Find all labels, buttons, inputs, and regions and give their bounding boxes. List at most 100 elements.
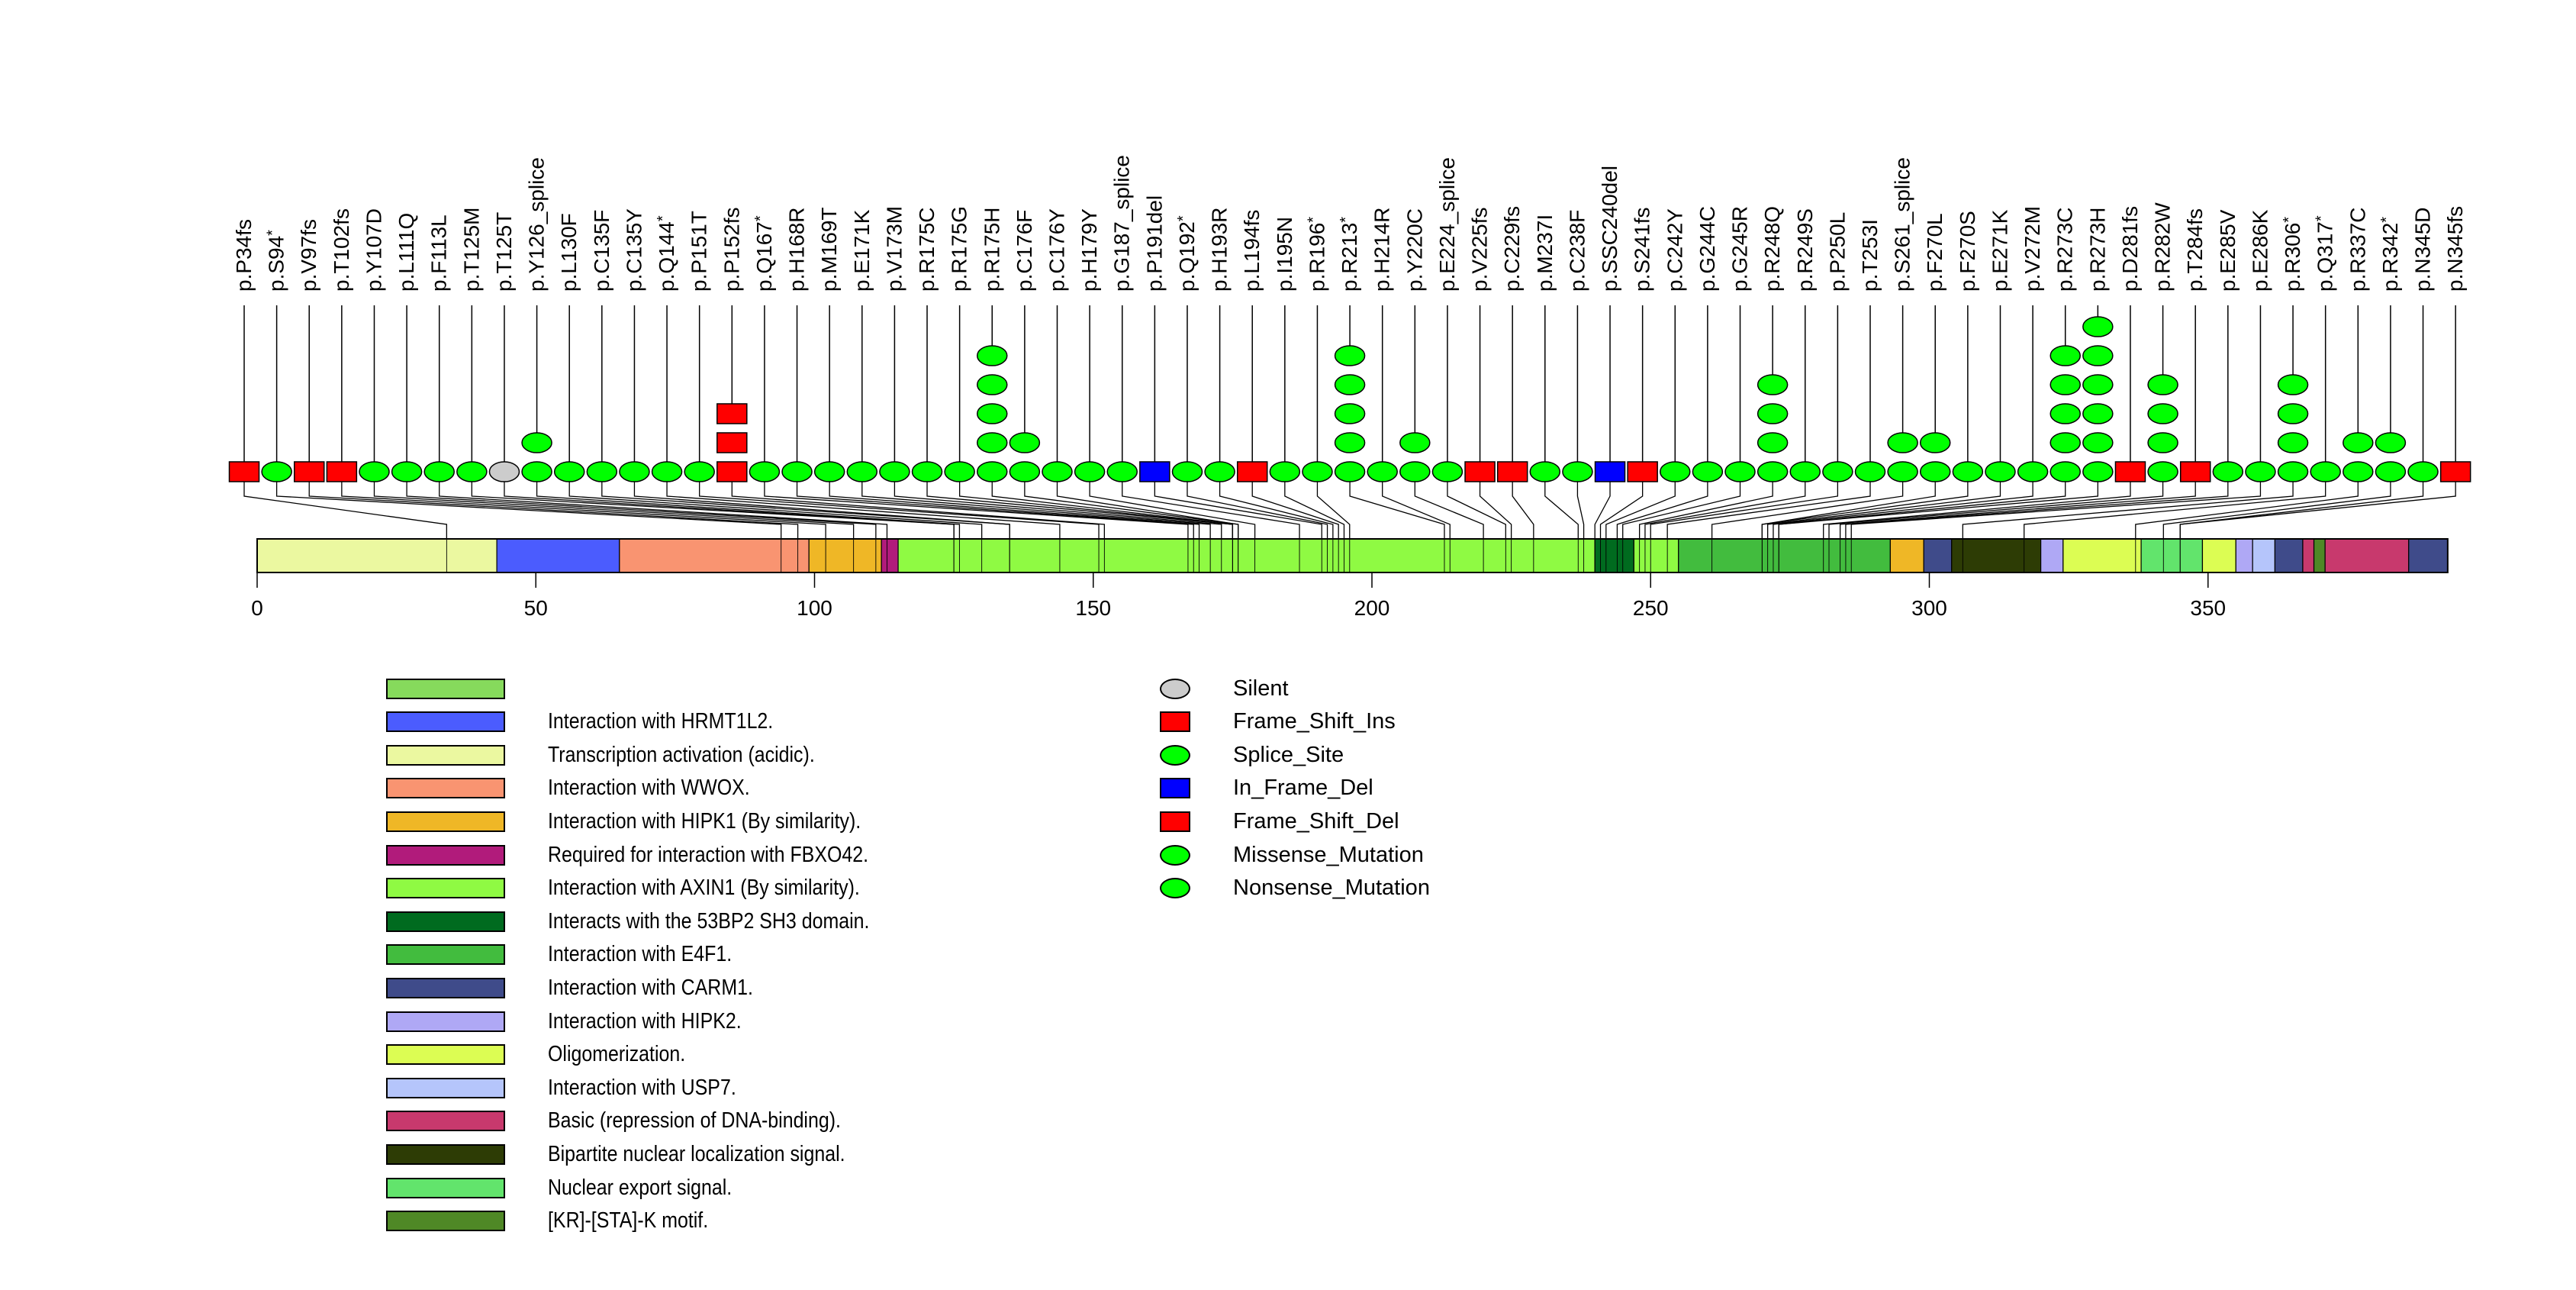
mutation-marker-circle [1074, 461, 1106, 482]
mutation-marker-circle [1757, 374, 1789, 395]
mutation-label: p.L194fs [1240, 210, 1264, 292]
mutation-marker-circle [1334, 432, 1366, 453]
mutation-markers [228, 316, 2471, 482]
mutation-marker-square [2439, 461, 2471, 482]
mutation-label: p.E286K [2248, 209, 2272, 292]
mutation-marker-circle [1887, 432, 1918, 453]
mutation-label: p.N345D [2411, 207, 2435, 292]
mutation-marker-circle [1334, 345, 1366, 366]
domain-segment [496, 538, 620, 573]
mutation-marker-circle [977, 403, 1008, 424]
square-marker-icon [1160, 778, 1190, 799]
mutation-label: p.P152fs [720, 207, 743, 292]
mutation-labels: p.P34fs p.S94* p.V97fs p.T102fs p.Y107D p.L11… [232, 155, 2467, 292]
circle-marker-icon [1160, 744, 1190, 766]
mutation-marker-circle [2050, 461, 2081, 482]
mutation-label: p.F270L [1923, 213, 1946, 292]
mutation-marker-square [293, 461, 325, 482]
axis-tick-label: 250 [1633, 596, 1669, 620]
mutation-marker-circle [1431, 461, 1463, 482]
mutation-marker-circle [1367, 461, 1398, 482]
mutation-marker-circle [553, 461, 585, 482]
axis-tick-label: 50 [524, 596, 548, 620]
mutation-legend-label: Frame_Shift_Del [1233, 808, 1399, 834]
domain-legend-swatch [386, 1011, 505, 1032]
domain-legend-label: Interaction with USP7. [548, 1075, 736, 1100]
mutation-marker-circle [2147, 432, 2178, 453]
mutation-marker-circle [879, 461, 910, 482]
mutation-marker-circle [2082, 403, 2114, 424]
mutation-legend-item: Silent [1160, 672, 1289, 705]
circle-marker-icon [1160, 844, 1190, 866]
mutation-label: p.M237I [1533, 214, 1557, 292]
domain-legend-swatch [386, 1143, 505, 1165]
mutation-marker-circle [1757, 461, 1789, 482]
domain-legend-item: Interaction with E4F1. [386, 938, 732, 972]
domain-legend-swatch [386, 1077, 505, 1098]
protein-domains [256, 538, 2449, 573]
mutation-marker-square [1464, 461, 1496, 482]
mutation-marker-square [2179, 461, 2211, 482]
mutation-label: p.S261_splice [1891, 157, 1914, 292]
domain-legend-label: Interaction with HRMT1L2. [548, 709, 774, 734]
domain-legend-swatch [386, 911, 505, 932]
mutation-label: p.Y126_splice [525, 157, 549, 292]
mutation-marker-square [716, 403, 748, 424]
domain-segment [1951, 538, 2042, 573]
mutation-marker-circle [2082, 316, 2114, 337]
mutation-marker-circle [586, 461, 618, 482]
domain-legend-swatch [386, 778, 505, 799]
domain-legend-item: Required for interaction with FBXO42. [386, 838, 868, 872]
domain-legend-item: Interacts with the 53BP2 SH3 domain. [386, 905, 869, 938]
mutation-label: p.H193R [1208, 207, 1232, 292]
mutation-marker-square [716, 432, 748, 453]
mutation-label: p.G244C [1695, 206, 1719, 292]
mutation-legend-label: Frame_Shift_Ins [1233, 709, 1396, 734]
mutation-label: p.P151T [687, 211, 711, 292]
mutation-label: p.V225fs [1468, 207, 1492, 292]
mutation-marker-circle [391, 461, 423, 482]
mutation-label: p.C135Y [622, 208, 646, 292]
mutation-marker-circle [977, 345, 1008, 366]
mutation-label: p.R306* [2281, 217, 2304, 292]
domain-legend-label: Interacts with the 53BP2 SH3 domain. [548, 908, 870, 934]
mutation-marker-circle [2277, 432, 2309, 453]
mutation-marker-circle [1042, 461, 1073, 482]
domain-legend-label: Interaction with HIPK2. [548, 1008, 742, 1034]
mutation-marker-circle [1334, 461, 1366, 482]
domain-segment [2140, 538, 2204, 573]
domain-segment [256, 538, 497, 573]
mutation-label: p.T102fs [330, 208, 353, 292]
mutation-label: p.F113L [427, 214, 451, 292]
domain-segment [2313, 538, 2326, 573]
nonsense-star: * [2378, 217, 2395, 223]
mutation-label: p.V97fs [297, 219, 320, 292]
domain-legend-item: Basic (repression of DNA-binding). [386, 1105, 841, 1138]
mutation-label: p.F270S [1956, 211, 1979, 292]
domain-segment [1633, 538, 1679, 573]
domain-segment [1678, 538, 1891, 573]
mutation-label: p.C238F [1565, 210, 1589, 292]
mutation-marker-circle [2277, 374, 2309, 395]
mutation-marker-circle [1660, 461, 1691, 482]
axis-tick-label: 350 [2190, 596, 2226, 620]
mutation-label: p.T284fs [2183, 208, 2207, 292]
mutation-label: p.R248Q [1760, 206, 1784, 292]
mutation-marker-circle [2050, 345, 2081, 366]
square-marker-icon [1160, 811, 1190, 832]
mutation-label: p.L111Q [394, 213, 418, 292]
mutation-marker-circle [521, 461, 552, 482]
mutation-marker-circle [2277, 403, 2309, 424]
mutation-marker-circle [2017, 461, 2049, 482]
nonsense-star: * [1338, 217, 1354, 223]
mutation-marker-circle [2310, 461, 2341, 482]
domain-segment [881, 538, 899, 573]
domain-segment [619, 538, 810, 573]
mutation-marker-circle [911, 461, 943, 482]
domain-segment [2302, 538, 2315, 573]
mutation-marker-circle [651, 461, 683, 482]
protein-bar-outline [256, 538, 2449, 573]
domain-legend-item: Interaction with HIPK2. [386, 1005, 742, 1038]
mutation-marker-circle [1919, 432, 1951, 453]
mutation-marker-circle [2245, 461, 2276, 482]
